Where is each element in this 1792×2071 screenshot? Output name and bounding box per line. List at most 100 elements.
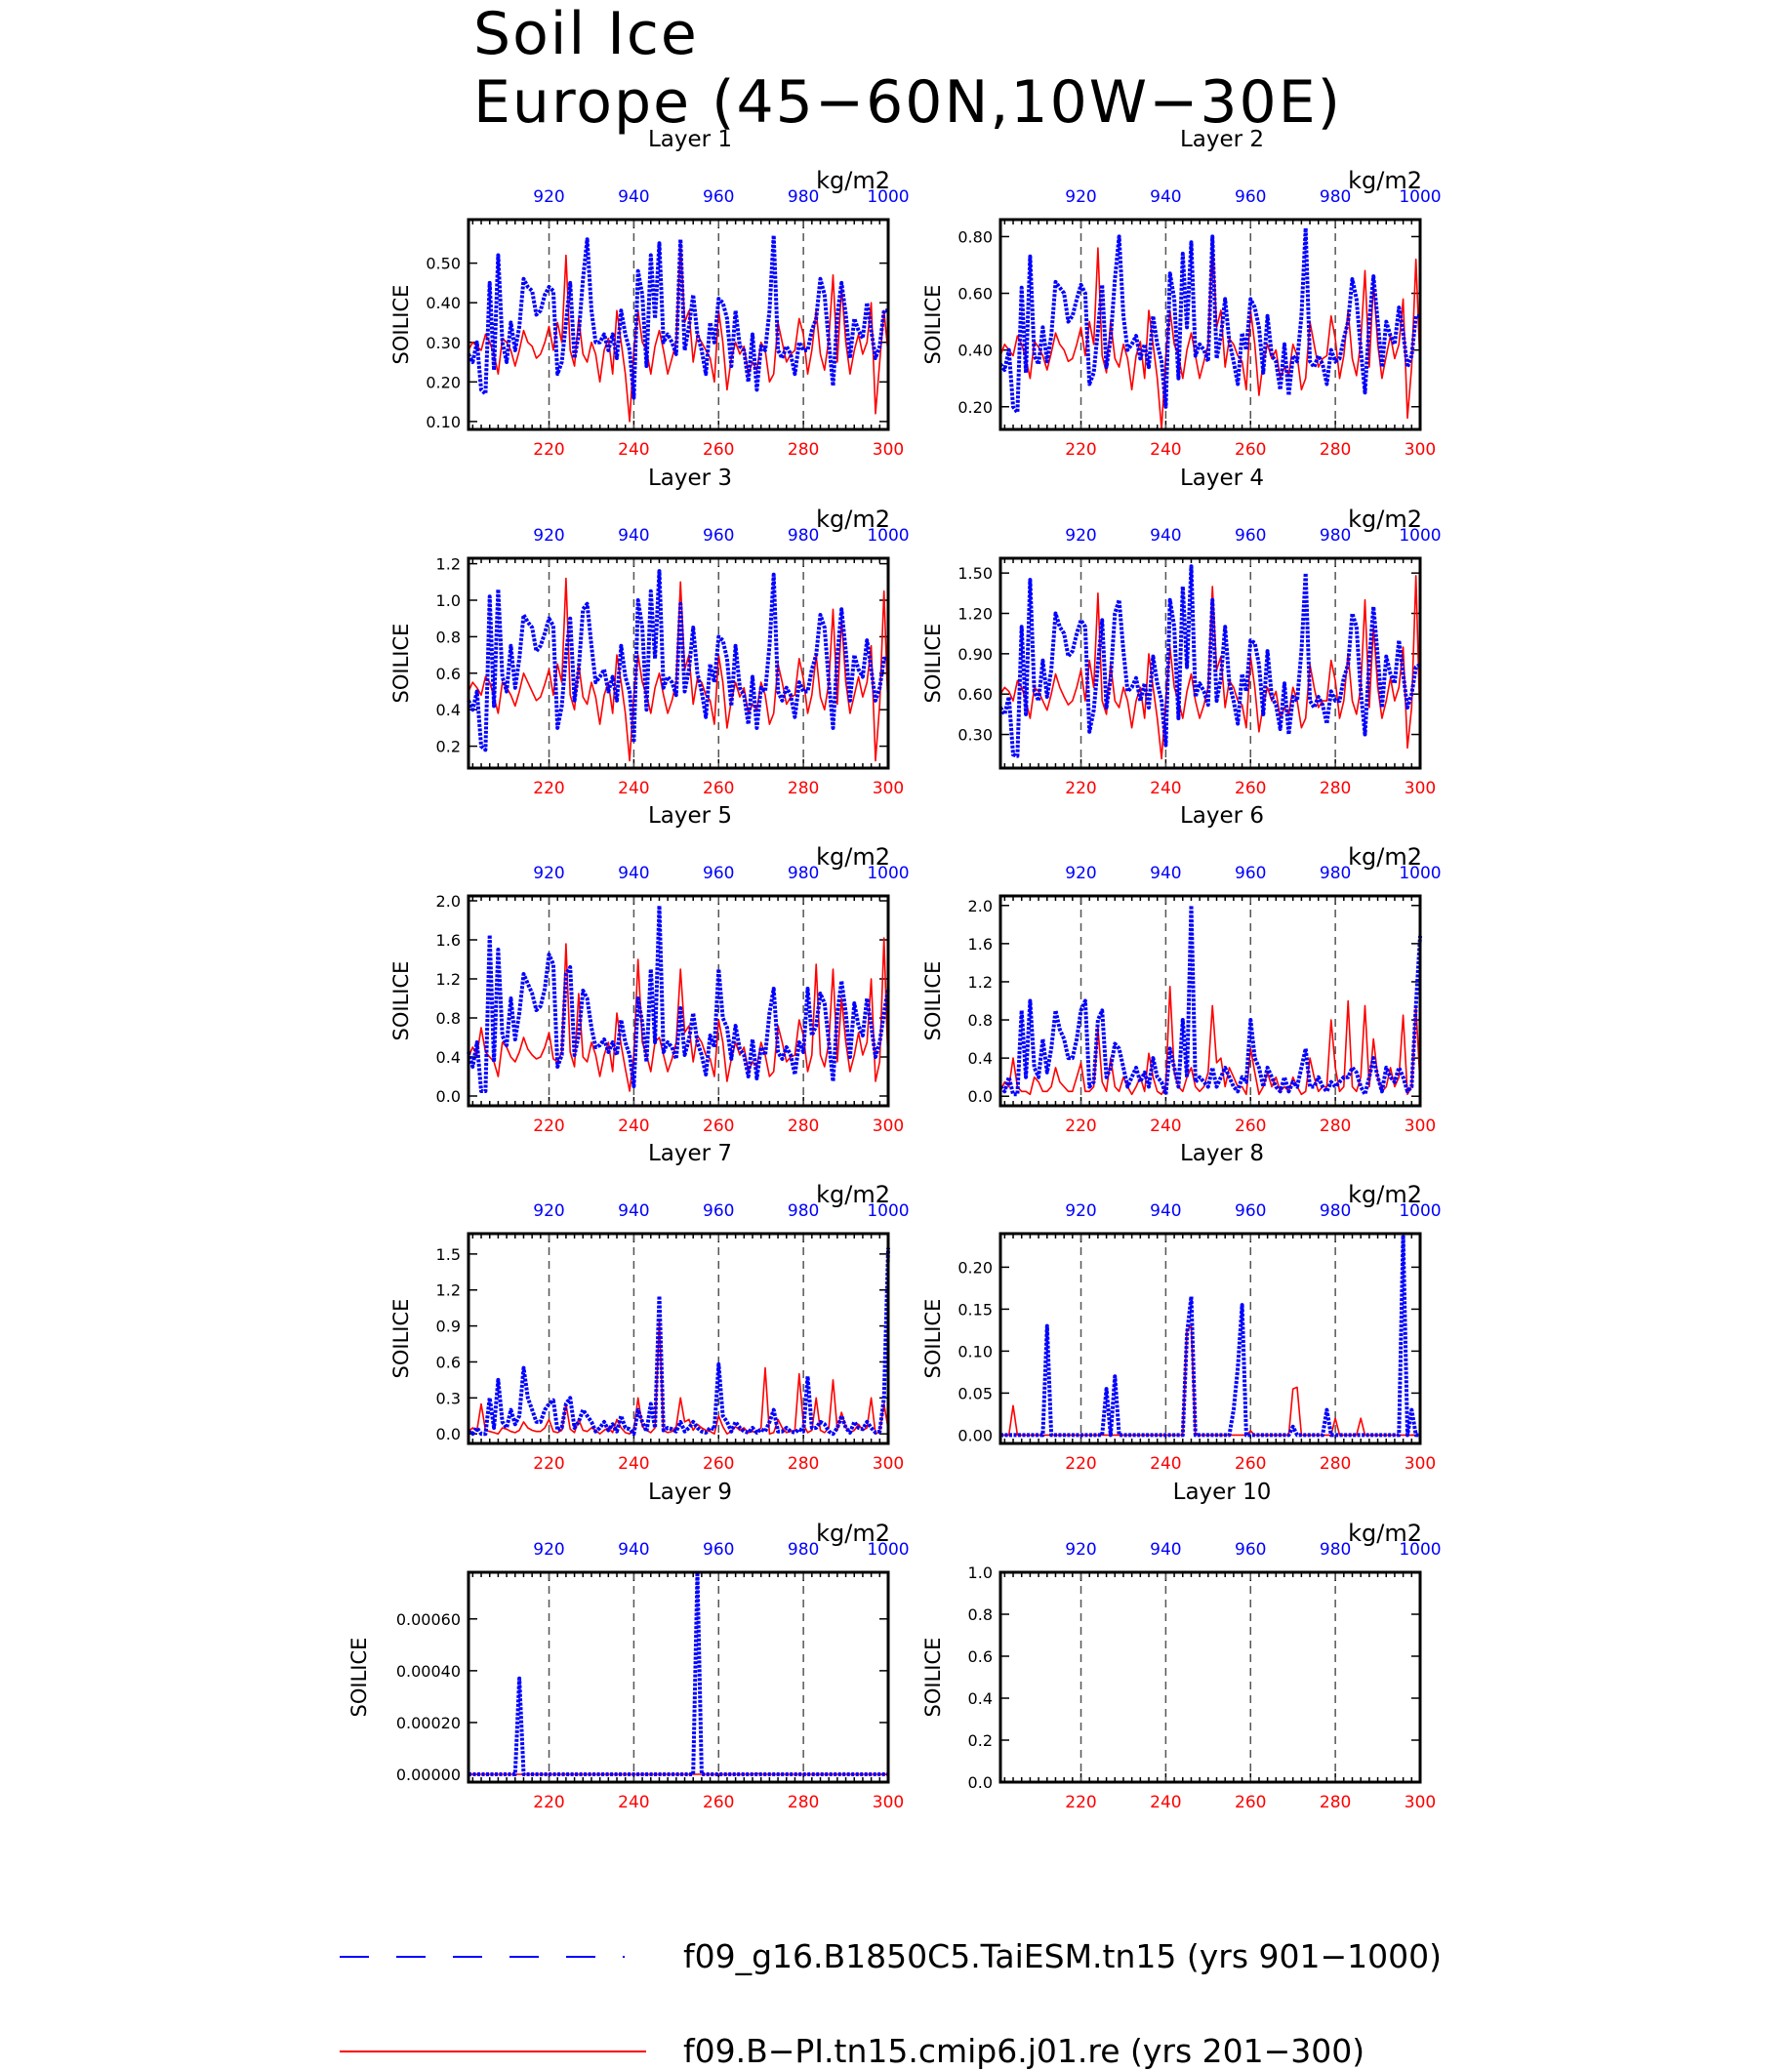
x-tick-label-bottom: 220 [533, 440, 564, 460]
x-tick-label-bottom: 240 [618, 1793, 649, 1812]
x-tick-label-bottom: 280 [788, 1793, 819, 1812]
y-tick-label: 0.8 [968, 1605, 993, 1624]
plot-frame [467, 894, 890, 1108]
x-tick-label-bottom: 280 [788, 1117, 819, 1136]
x-tick-label-bottom: 260 [703, 779, 734, 798]
x-tick-label-top: 920 [533, 187, 564, 207]
x-tick-label-top: 920 [1065, 526, 1096, 546]
y-tick-label: 1.2 [436, 970, 461, 989]
x-tick-label-top: 920 [533, 526, 564, 546]
panel-title: Layer 4 [1180, 466, 1264, 491]
x-tick-label-bottom: 300 [1405, 1454, 1436, 1474]
series-red-line [999, 575, 1421, 760]
x-tick-label-bottom: 300 [1405, 779, 1436, 798]
chart-panel: Layer 2 kg/m2 220 240 260 280 300 920 940 960 980 1… [921, 127, 1442, 460]
plot-frame [467, 1570, 890, 1784]
x-tick-label-top: 960 [703, 1201, 734, 1221]
x-tick-label-bottom: 220 [1065, 779, 1096, 798]
series-blue-line [467, 904, 890, 1093]
panel-title: Layer 7 [648, 1141, 732, 1166]
x-tick-label-top: 1000 [867, 1540, 909, 1560]
y-tick-label: 0.2 [436, 738, 461, 756]
panel-title: Layer 1 [648, 127, 732, 152]
y-tick-label: 0.00020 [396, 1714, 461, 1732]
y-tick-label: 0.2 [968, 1731, 993, 1750]
y-tick-label: 0.20 [957, 1258, 993, 1277]
legend-blue-label: f09_g16.B1850C5.TaiESM.tn15 (yrs 901−100… [683, 1937, 1443, 1975]
x-tick-label-bottom: 220 [533, 1117, 564, 1136]
x-tick-label-bottom: 240 [1150, 1117, 1181, 1136]
x-tick-label-bottom: 280 [1320, 779, 1351, 798]
series-red-line [999, 235, 1421, 430]
x-tick-label-top: 940 [618, 526, 649, 546]
plot-frame [998, 1570, 1422, 1784]
y-tick-label: 0.30 [957, 726, 993, 745]
series-blue-line [467, 233, 888, 400]
series-red-line [1000, 1324, 1420, 1437]
x-tick-label-bottom: 240 [618, 1454, 649, 1474]
x-tick-label-top: 940 [618, 187, 649, 207]
plot-frame [467, 1232, 890, 1445]
x-tick-label-bottom: 240 [1150, 1793, 1181, 1812]
x-tick-label-top: 940 [1150, 526, 1181, 546]
x-tick-label-top: 980 [788, 864, 819, 883]
x-tick-label-bottom: 300 [1405, 1117, 1436, 1136]
figure-subtitle: Europe (45−60N,10W−30E) [473, 68, 1343, 137]
chart-panel: Layer 10 kg/m2 220 240 260 280 300 920 940 960 980… [921, 1480, 1442, 1812]
y-tick-label: 2.0 [968, 897, 993, 915]
y-axis-label: SOILICE [921, 1638, 945, 1718]
chart-panel: Layer 8 kg/m2 220 240 260 280 300 920 940 960 980 1… [921, 1141, 1442, 1474]
x-tick-label-top: 1000 [867, 187, 909, 207]
x-tick-label-top: 1000 [1399, 864, 1441, 883]
panel-title: Layer 6 [1180, 803, 1264, 829]
x-tick-label-top: 960 [703, 187, 734, 207]
x-tick-label-bottom: 240 [618, 440, 649, 460]
y-tick-label: 0.3 [436, 1389, 461, 1407]
x-tick-label-top: 980 [1320, 187, 1351, 207]
x-tick-label-top: 960 [1235, 1201, 1266, 1221]
x-tick-label-bottom: 300 [873, 779, 904, 798]
panel-title: Layer 9 [648, 1480, 732, 1505]
x-tick-label-top: 920 [533, 1201, 564, 1221]
x-tick-label-top: 940 [618, 1201, 649, 1221]
x-tick-label-bottom: 220 [1065, 1117, 1096, 1136]
x-tick-label-top: 960 [1235, 1540, 1266, 1560]
series-red-line [468, 577, 889, 762]
x-tick-label-bottom: 260 [1235, 1793, 1266, 1812]
chart-panel: Layer 4 kg/m2 220 240 260 280 300 920 940 960 980 1… [921, 466, 1442, 798]
y-tick-label: 0.00040 [396, 1662, 461, 1681]
x-tick-label-top: 960 [1235, 526, 1266, 546]
series-blue-line [998, 225, 1420, 415]
units-label: kg/m2 [816, 506, 890, 533]
plot-frame [998, 1232, 1422, 1445]
x-tick-label-top: 960 [703, 864, 734, 883]
x-tick-label-top: 940 [1150, 1201, 1181, 1221]
y-tick-label: 0.4 [968, 1689, 993, 1708]
panel-title: Layer 3 [648, 466, 732, 491]
y-tick-label: 0.05 [957, 1384, 993, 1402]
units-label: kg/m2 [1348, 843, 1422, 871]
plot-frame [467, 218, 890, 431]
x-tick-label-top: 1000 [1399, 1201, 1441, 1221]
units-label: kg/m2 [1348, 167, 1422, 194]
x-tick-label-top: 960 [703, 526, 734, 546]
y-axis-label: SOILICE [921, 285, 945, 365]
x-tick-label-bottom: 240 [1150, 1454, 1181, 1474]
title-block: Soil Ice Europe (45−60N,10W−30E) [473, 0, 1342, 137]
y-tick-label: 0.00000 [396, 1766, 461, 1784]
series-blue-line [998, 903, 1422, 1097]
series-blue-line [998, 564, 1422, 758]
x-tick-label-bottom: 240 [618, 1117, 649, 1136]
x-tick-label-bottom: 260 [1235, 440, 1266, 460]
x-tick-label-bottom: 220 [533, 779, 564, 798]
x-tick-label-top: 1000 [1399, 1540, 1441, 1560]
x-tick-label-bottom: 280 [1320, 1454, 1351, 1474]
x-tick-label-bottom: 220 [533, 1793, 564, 1812]
chart-panel: Layer 1 kg/m2 220 240 260 280 300 920 940 960 980 1… [389, 127, 910, 460]
y-tick-label: 0.0 [436, 1425, 461, 1443]
x-tick-label-top: 1000 [867, 864, 909, 883]
x-tick-label-bottom: 280 [788, 440, 819, 460]
y-axis-label: SOILICE [921, 624, 945, 704]
x-tick-label-bottom: 240 [1150, 779, 1181, 798]
